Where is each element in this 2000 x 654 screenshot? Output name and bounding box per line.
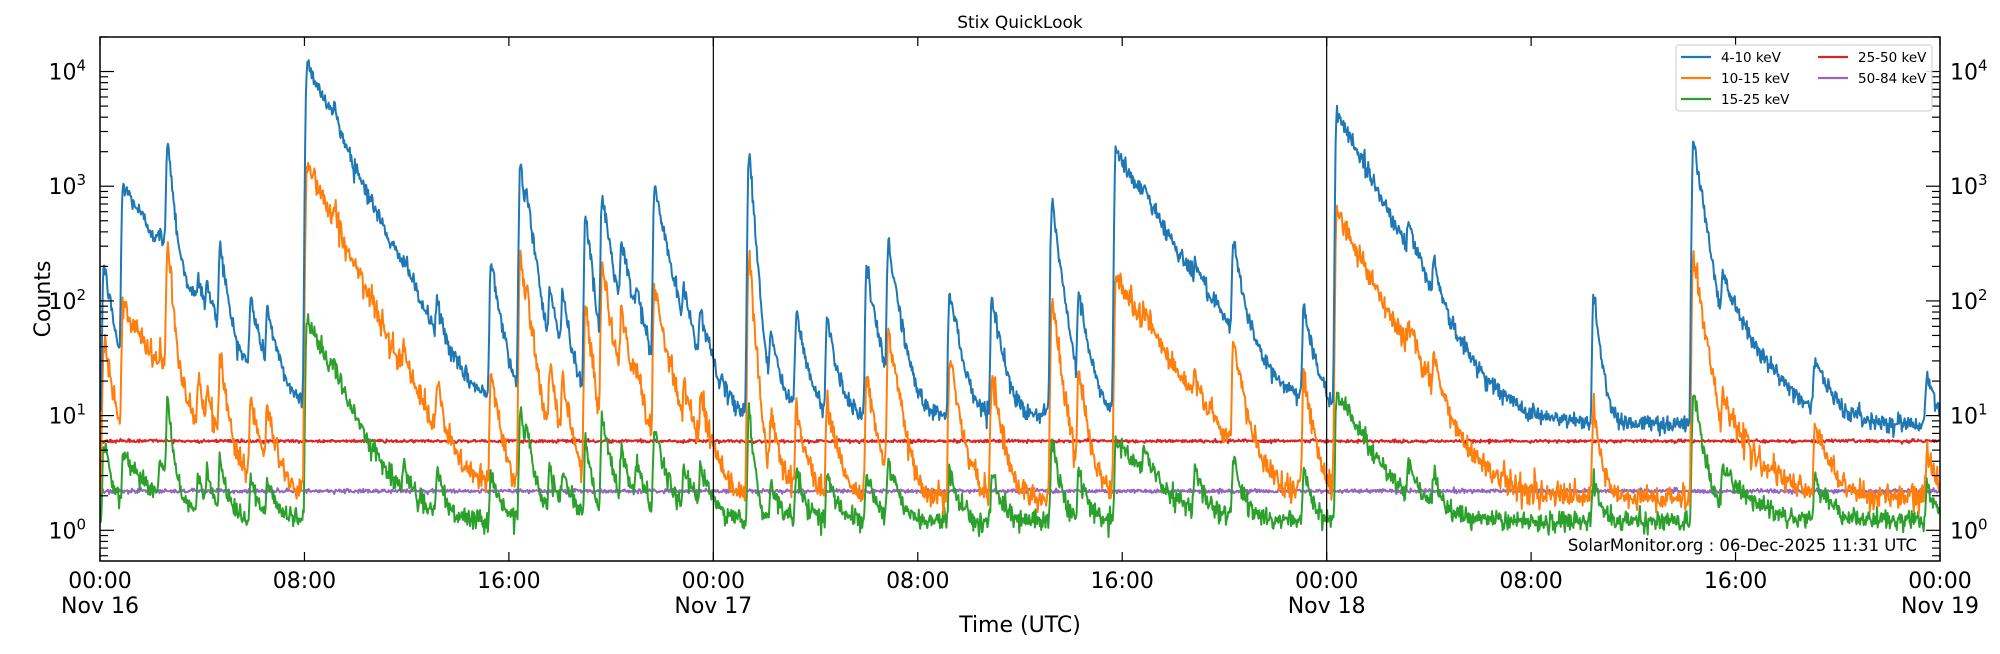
y-axis-label: Counts (31, 261, 56, 338)
x-tick-label: 16:00 (477, 569, 540, 594)
y-tick-label: 101 (48, 401, 86, 430)
y-tick-label-right: 101 (1950, 401, 1988, 430)
x-tick-label: 00:00 (68, 569, 131, 594)
series-layer (100, 59, 1940, 538)
legend-label: 10-15 keV (1721, 71, 1790, 87)
y-tick-label: 100 (48, 515, 86, 544)
chart-title: Stix QuickLook (957, 13, 1083, 33)
series-line-10-15-keV (100, 161, 1940, 516)
x-tick-label: 08:00 (1499, 569, 1562, 594)
x-tick-date-label: Nov 16 (61, 594, 139, 619)
y-tick-label-right: 100 (1950, 515, 1988, 544)
x-tick-label: 00:00 (1295, 569, 1358, 594)
y-tick-label-right: 104 (1950, 57, 1988, 86)
y-tick-label: 103 (48, 171, 86, 200)
series-line-15-25-keV (100, 313, 1940, 538)
plot-frame (99, 36, 1941, 562)
legend: 4-10 keV 10-15 keV 15-25 keV 25-50 keV 50-84… (1675, 44, 1933, 112)
x-tick-label: 00:00 (1908, 569, 1971, 594)
series-line-25-50-keV (100, 437, 1940, 445)
legend-label: 15-25 keV (1721, 92, 1790, 108)
y-tick-label-right: 103 (1950, 171, 1988, 200)
watermark-annotation: SolarMonitor.org : 06-Dec-2025 11:31 UTC (1568, 536, 1917, 555)
x-axis-label: Time (UTC) (958, 613, 1081, 638)
x-tick-label: 00:00 (682, 569, 745, 594)
x-tick-date-label: Nov 17 (674, 594, 752, 619)
y-tick-label: 102 (48, 286, 86, 315)
legend-label: 50-84 keV (1858, 71, 1927, 87)
x-tick-label: 16:00 (1704, 569, 1767, 594)
x-tick-label: 16:00 (1091, 569, 1154, 594)
y-tick-label-right: 102 (1950, 286, 1988, 315)
legend-label: 25-50 keV (1858, 50, 1927, 66)
x-tick-date-label: Nov 18 (1288, 594, 1366, 619)
x-tick-label: 08:00 (273, 569, 336, 594)
legend-box (1675, 44, 1933, 112)
x-tick-label: 08:00 (886, 569, 949, 594)
x-tick-date-label: Nov 19 (1901, 594, 1979, 619)
day-boundaries (712, 37, 1328, 561)
y-tick-label: 104 (48, 57, 86, 86)
series-line-4-10-keV (100, 59, 1940, 438)
legend-label: 4-10 keV (1721, 50, 1782, 66)
